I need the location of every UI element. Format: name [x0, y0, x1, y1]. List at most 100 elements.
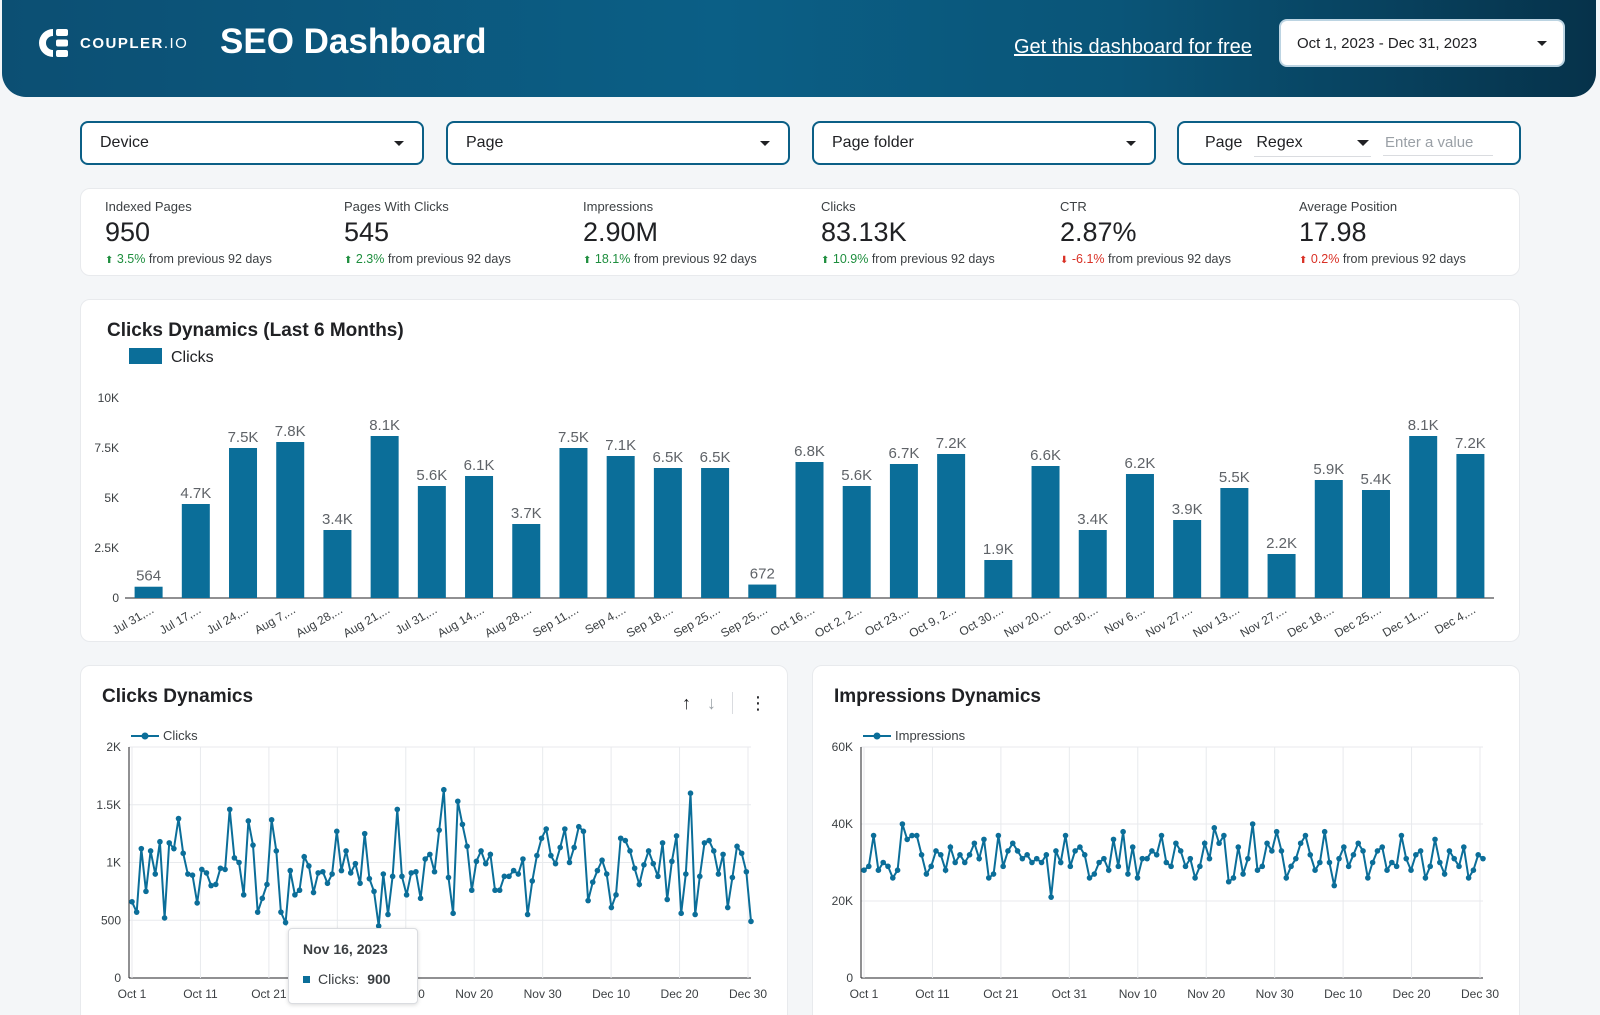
data-point[interactable]	[515, 871, 522, 877]
data-point[interactable]	[673, 833, 680, 839]
data-point[interactable]	[1288, 863, 1294, 870]
data-point[interactable]	[1432, 836, 1438, 843]
data-point[interactable]	[1451, 855, 1458, 862]
data-point[interactable]	[1389, 859, 1395, 866]
data-point[interactable]	[603, 871, 610, 877]
data-point[interactable]	[1197, 863, 1203, 870]
date-range-picker[interactable]: Oct 1, 2023 - Dec 31, 2023	[1279, 19, 1565, 67]
data-point[interactable]	[240, 892, 247, 898]
data-point[interactable]	[534, 852, 540, 859]
data-point[interactable]	[562, 826, 568, 832]
data-point[interactable]	[1475, 852, 1482, 858]
data-point[interactable]	[1365, 875, 1371, 881]
bar[interactable]	[1456, 454, 1485, 598]
bar[interactable]	[842, 486, 871, 598]
data-point[interactable]	[1206, 855, 1213, 862]
data-point[interactable]	[599, 857, 605, 863]
data-point[interactable]	[589, 879, 596, 885]
data-point[interactable]	[1177, 848, 1184, 854]
data-point[interactable]	[282, 919, 289, 926]
data-point[interactable]	[645, 848, 652, 854]
data-point[interactable]	[1086, 875, 1093, 881]
data-point[interactable]	[129, 898, 135, 905]
data-point[interactable]	[338, 867, 345, 874]
bar[interactable]	[181, 504, 210, 598]
data-point[interactable]	[1182, 863, 1189, 870]
data-point[interactable]	[678, 910, 684, 917]
data-point[interactable]	[687, 790, 694, 796]
data-point[interactable]	[268, 816, 275, 823]
data-point[interactable]	[571, 844, 577, 851]
data-point[interactable]	[1403, 855, 1410, 862]
data-point[interactable]	[1005, 848, 1011, 854]
data-point[interactable]	[343, 848, 349, 854]
data-point[interactable]	[1230, 875, 1237, 881]
data-point[interactable]	[306, 863, 312, 869]
data-point[interactable]	[1125, 871, 1131, 877]
data-point[interactable]	[710, 848, 717, 854]
bar[interactable]	[229, 448, 258, 598]
bar[interactable]	[937, 454, 966, 598]
data-point[interactable]	[1091, 871, 1098, 877]
data-point[interactable]	[1393, 863, 1400, 870]
data-point[interactable]	[231, 855, 238, 861]
data-point[interactable]	[1441, 871, 1448, 877]
data-point[interactable]	[347, 870, 354, 876]
data-point[interactable]	[961, 859, 968, 866]
data-point[interactable]	[861, 867, 867, 873]
bar[interactable]	[1314, 480, 1343, 598]
data-point[interactable]	[659, 840, 666, 846]
data-point[interactable]	[683, 871, 689, 877]
data-point[interactable]	[1465, 875, 1472, 881]
bar[interactable]	[1078, 530, 1107, 598]
data-point[interactable]	[1336, 855, 1342, 862]
data-point[interactable]	[310, 889, 317, 896]
data-point[interactable]	[608, 904, 615, 911]
data-point[interactable]	[1374, 848, 1381, 854]
data-point[interactable]	[1115, 863, 1122, 870]
data-point[interactable]	[865, 863, 872, 870]
data-point[interactable]	[985, 875, 992, 881]
data-point[interactable]	[324, 880, 331, 887]
data-point[interactable]	[1096, 859, 1102, 866]
data-point[interactable]	[743, 868, 750, 875]
data-point[interactable]	[1480, 855, 1486, 862]
bar[interactable]	[512, 524, 541, 598]
data-point[interactable]	[1398, 832, 1405, 839]
data-point[interactable]	[641, 862, 647, 868]
data-point[interactable]	[913, 832, 920, 839]
data-point[interactable]	[375, 923, 382, 929]
data-point[interactable]	[1110, 836, 1117, 843]
data-point[interactable]	[1057, 859, 1064, 866]
data-point[interactable]	[413, 868, 419, 875]
data-point[interactable]	[1153, 852, 1160, 858]
data-point[interactable]	[1341, 844, 1347, 850]
bar[interactable]	[701, 468, 730, 598]
data-point[interactable]	[669, 858, 675, 865]
data-point[interactable]	[692, 911, 698, 918]
bar[interactable]	[465, 476, 494, 598]
bar[interactable]	[748, 584, 777, 598]
data-point[interactable]	[357, 880, 363, 887]
data-point[interactable]	[1470, 867, 1477, 873]
data-point[interactable]	[870, 832, 877, 839]
bar[interactable]	[1031, 466, 1060, 598]
data-point[interactable]	[538, 835, 545, 842]
data-point[interactable]	[1081, 852, 1088, 858]
data-point[interactable]	[1249, 821, 1256, 827]
data-point[interactable]	[1072, 848, 1078, 854]
data-point[interactable]	[236, 859, 242, 866]
data-point[interactable]	[1033, 855, 1040, 862]
get-dashboard-link[interactable]: Get this dashboard for free	[1014, 36, 1252, 58]
data-point[interactable]	[185, 871, 191, 877]
data-point[interactable]	[292, 892, 298, 898]
data-point[interactable]	[301, 853, 308, 860]
data-point[interactable]	[937, 852, 944, 858]
data-point[interactable]	[580, 828, 587, 835]
data-point[interactable]	[385, 911, 391, 918]
data-point[interactable]	[627, 848, 633, 854]
data-point[interactable]	[1134, 875, 1141, 881]
sort-up-icon[interactable]: ↑	[682, 692, 691, 713]
data-point[interactable]	[880, 859, 886, 866]
data-point[interactable]	[278, 909, 284, 915]
